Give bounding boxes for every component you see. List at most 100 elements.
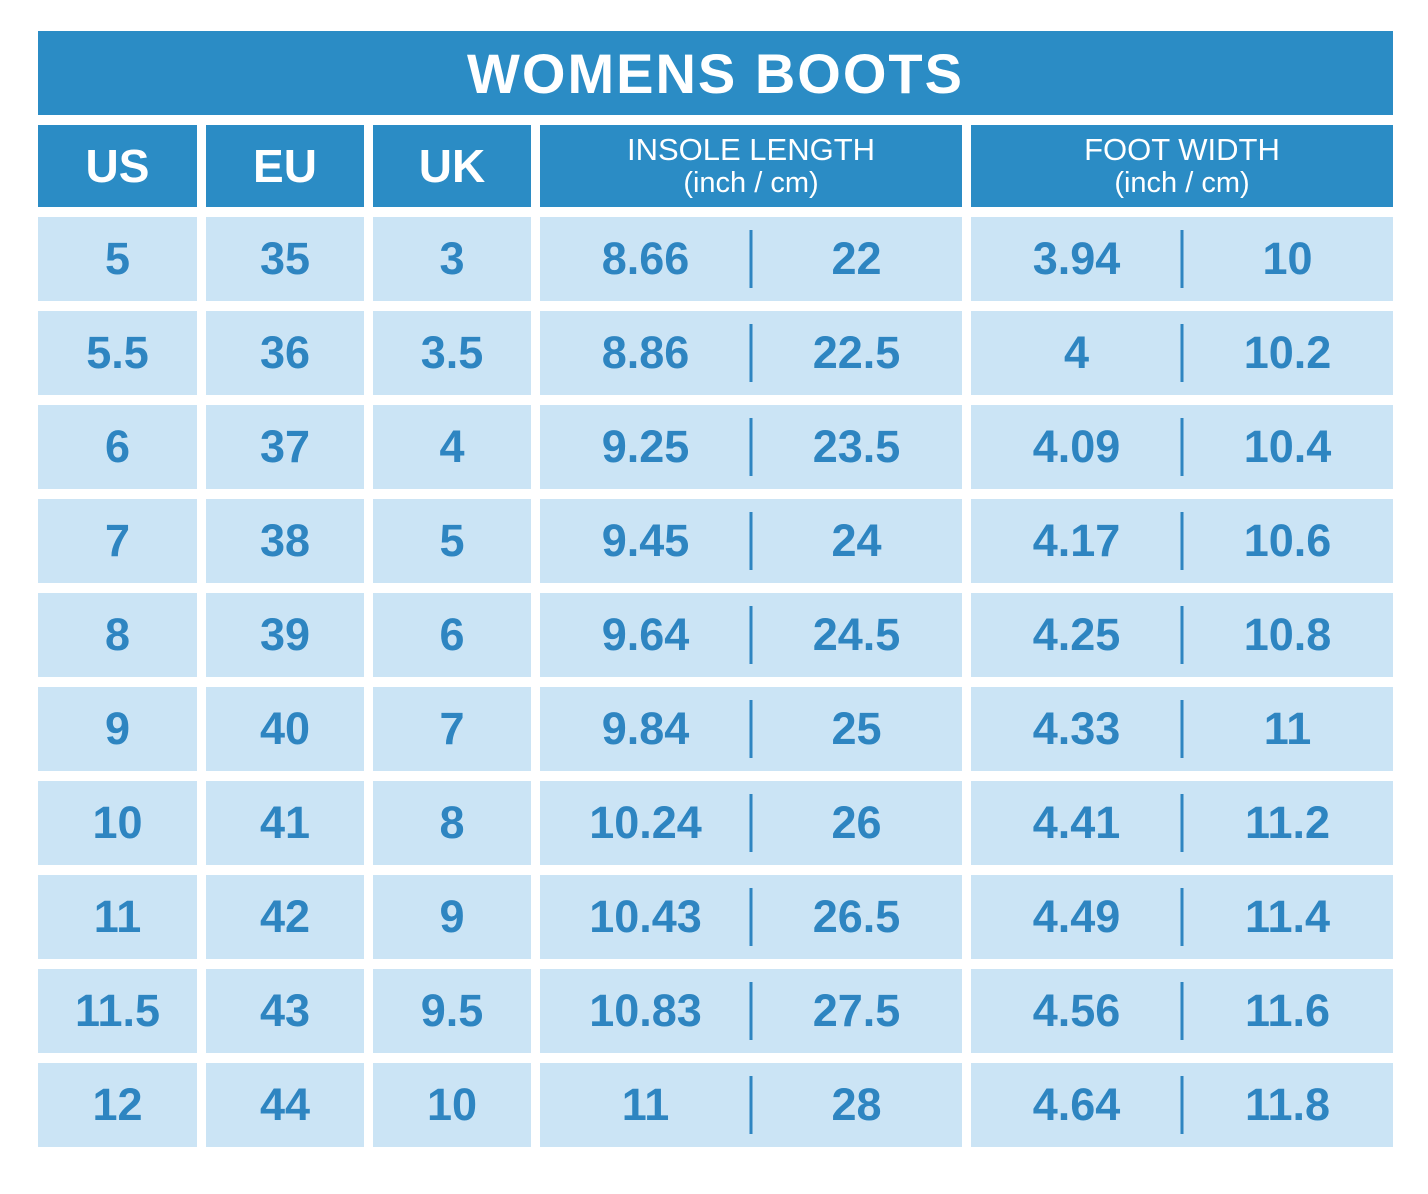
foot-width-cm-value: 11.6 [1244, 985, 1331, 1036]
header-sublabel-insole-units: (inch / cm) [683, 167, 819, 200]
insole-length-cell: 9.25 23.5 [540, 405, 962, 489]
insole-length-cell: 10.83 27.5 [540, 969, 962, 1053]
header-label-eu: EU [253, 140, 317, 192]
divider-line [749, 794, 753, 852]
foot-width-cm-value: 11.2 [1244, 797, 1331, 848]
foot-width-cell: 4.25 10.8 [971, 593, 1393, 677]
eu-size-cell: 35 [206, 217, 364, 301]
foot-width-inch-value: 4.25 [1032, 609, 1121, 660]
divider-line [1180, 418, 1184, 476]
foot-width-inch-value: 4.17 [1032, 515, 1121, 566]
divider-line [749, 230, 753, 288]
foot-width-cm-value: 11.8 [1244, 1079, 1331, 1130]
foot-width-inch-value: 4 [1063, 327, 1090, 378]
foot-width-cell: 4.64 11.8 [971, 1063, 1393, 1147]
us-size-cell: 6 [38, 405, 197, 489]
insole-inch-value: 10.83 [589, 985, 702, 1036]
us-size-cell: 11 [38, 875, 197, 959]
foot-width-cell: 4.56 11.6 [971, 969, 1393, 1053]
eu-size-cell: 41 [206, 781, 364, 865]
insole-cm-value: 27.5 [812, 985, 901, 1036]
uk-size-cell: 9.5 [373, 969, 531, 1053]
foot-width-cm-value: 10 [1262, 233, 1313, 284]
foot-width-inch-value: 4.49 [1032, 891, 1121, 942]
uk-size-cell: 9 [373, 875, 531, 959]
foot-width-cm-value: 11.4 [1244, 891, 1331, 942]
insole-length-cell: 9.45 24 [540, 499, 962, 583]
foot-width-cell: 3.94 10 [971, 217, 1393, 301]
insole-cm-value: 28 [831, 1079, 882, 1130]
insole-length-cell: 9.64 24.5 [540, 593, 962, 677]
us-size-cell: 7 [38, 499, 197, 583]
chart-title-bar: WOMENS BOOTS [38, 31, 1393, 115]
divider-line [749, 324, 753, 382]
eu-size-cell: 43 [206, 969, 364, 1053]
divider-line [749, 606, 753, 664]
divider-line [749, 418, 753, 476]
header-label-insole-length: INSOLE LENGTH [626, 131, 876, 167]
size-chart-table: WOMENS BOOTS US EU UK INSOLE LENGTH (inc… [38, 31, 1393, 1147]
divider-line [1180, 512, 1184, 570]
divider-line [1180, 606, 1184, 664]
uk-size-cell: 6 [373, 593, 531, 677]
eu-size-cell: 36 [206, 311, 364, 395]
foot-width-cm-value: 10.6 [1243, 515, 1332, 566]
eu-size-cell: 40 [206, 687, 364, 771]
insole-cm-value: 26 [831, 797, 882, 848]
foot-width-inch-value: 3.94 [1032, 233, 1121, 284]
uk-size-cell: 3 [373, 217, 531, 301]
divider-line [749, 888, 753, 946]
insole-cm-value: 22.5 [812, 327, 901, 378]
foot-width-cell: 4 10.2 [971, 311, 1393, 395]
us-size-cell: 11.5 [38, 969, 197, 1053]
insole-inch-value: 10.24 [589, 797, 702, 848]
divider-line [1180, 700, 1184, 758]
insole-length-cell: 10.24 26 [540, 781, 962, 865]
foot-width-cell: 4.17 10.6 [971, 499, 1393, 583]
divider-line [749, 700, 753, 758]
eu-size-cell: 38 [206, 499, 364, 583]
header-label-us: US [85, 140, 150, 192]
uk-size-cell: 3.5 [373, 311, 531, 395]
us-size-cell: 9 [38, 687, 197, 771]
insole-length-cell: 9.84 25 [540, 687, 962, 771]
insole-cm-value: 23.5 [812, 421, 901, 472]
insole-length-cell: 10.43 26.5 [540, 875, 962, 959]
insole-inch-value: 9.25 [601, 421, 690, 472]
header-cell-insole-length: INSOLE LENGTH (inch / cm) [540, 125, 962, 207]
foot-width-inch-value: 4.41 [1032, 797, 1121, 848]
foot-width-cm-value: 10.4 [1243, 421, 1332, 472]
insole-inch-value: 8.86 [601, 327, 690, 378]
header-cell-us: US [38, 125, 197, 207]
uk-size-cell: 5 [373, 499, 531, 583]
insole-length-cell: 8.86 22.5 [540, 311, 962, 395]
insole-inch-value: 9.64 [601, 609, 690, 660]
eu-size-cell: 44 [206, 1063, 364, 1147]
foot-width-cm-value: 10.2 [1243, 327, 1332, 378]
foot-width-cell: 4.33 11 [971, 687, 1393, 771]
us-size-cell: 5.5 [38, 311, 197, 395]
divider-line [749, 512, 753, 570]
foot-width-cell: 4.41 11.2 [971, 781, 1393, 865]
header-label-uk: UK [418, 140, 486, 192]
insole-inch-value: 9.84 [601, 703, 690, 754]
foot-width-cell: 4.49 11.4 [971, 875, 1393, 959]
uk-size-cell: 10 [373, 1063, 531, 1147]
uk-size-cell: 7 [373, 687, 531, 771]
insole-cm-value: 25 [831, 703, 882, 754]
foot-width-inch-value: 4.09 [1032, 421, 1121, 472]
us-size-cell: 10 [38, 781, 197, 865]
foot-width-cm-value: 10.8 [1243, 609, 1332, 660]
divider-line [749, 1076, 753, 1134]
header-sublabel-foot-width-units: (inch / cm) [1114, 167, 1250, 200]
insole-cm-value: 26.5 [812, 891, 901, 942]
foot-width-cm-value: 11 [1263, 703, 1312, 754]
foot-width-cell: 4.09 10.4 [971, 405, 1393, 489]
header-cell-eu: EU [206, 125, 364, 207]
uk-size-cell: 4 [373, 405, 531, 489]
header-label-foot-width: FOOT WIDTH [1084, 131, 1280, 167]
uk-size-cell: 8 [373, 781, 531, 865]
foot-width-inch-value: 4.64 [1032, 1079, 1121, 1130]
insole-inch-value: 11 [621, 1079, 670, 1130]
insole-cm-value: 24 [831, 515, 882, 566]
